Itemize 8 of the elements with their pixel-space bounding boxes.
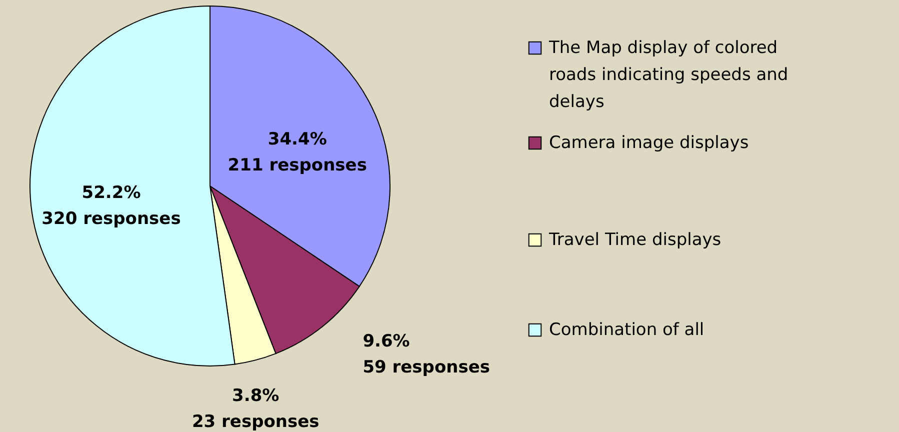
legend-label: Camera image displays — [549, 133, 749, 153]
data-label: 34.4% 211 responses — [228, 129, 367, 176]
legend-label: Combination of all — [549, 320, 704, 340]
data-label: 3.8% 23 responses — [192, 386, 320, 432]
data-label: 9.6% 59 responses — [362, 331, 490, 378]
legend-label: The Map display of colored roads indicating speeds and delays — [548, 38, 788, 112]
data-label: 52.2% 320 responses — [42, 182, 181, 229]
legend-label: Travel Time displays — [548, 230, 722, 250]
